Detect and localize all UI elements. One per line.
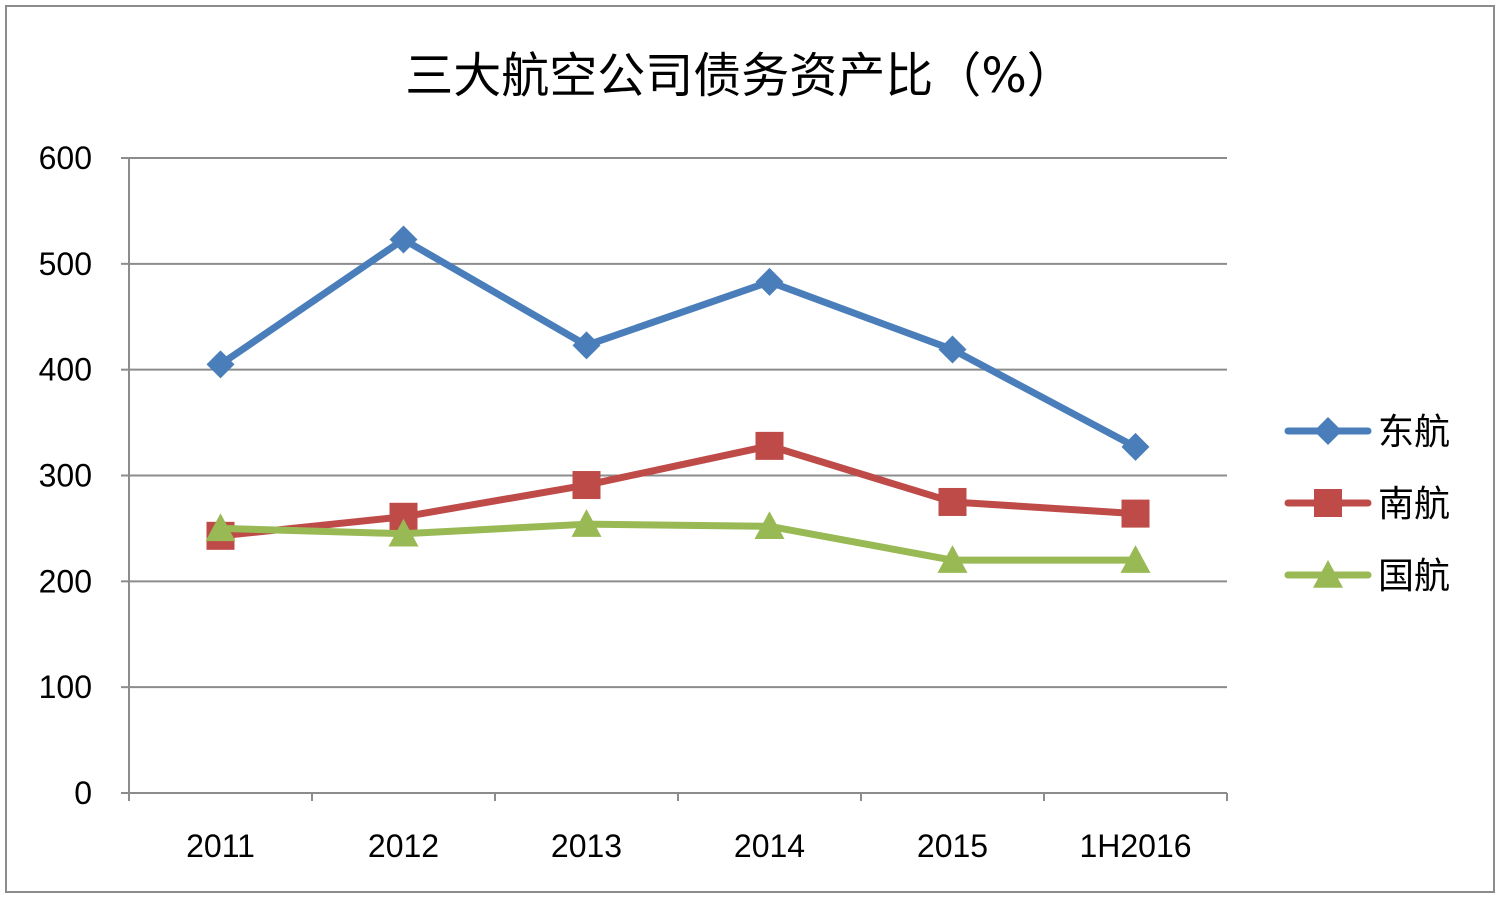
legend-marker: [1314, 417, 1342, 445]
y-tick-label: 300: [39, 458, 92, 494]
data-point: [1121, 432, 1150, 461]
series-line: [217, 235, 1139, 451]
y-tick-label: 400: [39, 352, 92, 388]
series-line: [217, 442, 1139, 540]
series: [205, 225, 1151, 573]
y-tick-label: 200: [39, 563, 92, 599]
series-line: [217, 520, 1139, 564]
data-point: [754, 511, 785, 540]
data-point: [388, 518, 419, 547]
data-point: [572, 331, 601, 360]
gridlines: [129, 157, 1227, 689]
series-0: [206, 225, 1150, 461]
legend-label: 东航: [1378, 412, 1450, 453]
x-tick-label: 2012: [368, 828, 439, 864]
data-point: [755, 431, 784, 460]
y-tick-label: 500: [39, 246, 92, 282]
x-tick-label: 2015: [917, 828, 988, 864]
legend-marker: [1314, 489, 1342, 517]
x-axis-ticks: 2011 2012 2013 2014 2015 1H2016: [128, 793, 1228, 864]
legend-label: 国航: [1378, 556, 1450, 597]
x-tick-label: 2014: [734, 828, 805, 864]
data-point: [205, 513, 236, 542]
y-axis-ticks: 0 100 200 300 400 500 600: [39, 140, 129, 811]
y-tick-label: 600: [39, 140, 92, 176]
data-point: [206, 350, 235, 379]
chart-title: 三大航空公司债务资产比（%）: [405, 48, 1075, 104]
x-tick-label: 1H2016: [1079, 828, 1191, 864]
y-tick-label: 0: [74, 775, 92, 811]
series-2: [205, 509, 1151, 573]
data-point: [572, 471, 601, 500]
legend-item: 南航: [1284, 484, 1450, 525]
legend-item: 国航: [1284, 556, 1450, 597]
y-tick-label: 100: [39, 669, 92, 705]
legend-item: 东航: [1284, 412, 1450, 453]
data-point: [389, 225, 418, 254]
x-tick-label: 2011: [186, 828, 255, 864]
data-point: [938, 487, 967, 516]
data-point: [937, 545, 968, 573]
x-tick-label: 2013: [551, 828, 622, 864]
legend-marker: [1313, 560, 1343, 588]
data-point: [938, 335, 967, 364]
series-1: [206, 431, 1150, 550]
data-point: [1120, 545, 1151, 573]
legend-label: 南航: [1378, 484, 1450, 525]
data-point: [755, 267, 784, 296]
data-point: [1121, 499, 1150, 528]
data-point: [571, 509, 602, 537]
